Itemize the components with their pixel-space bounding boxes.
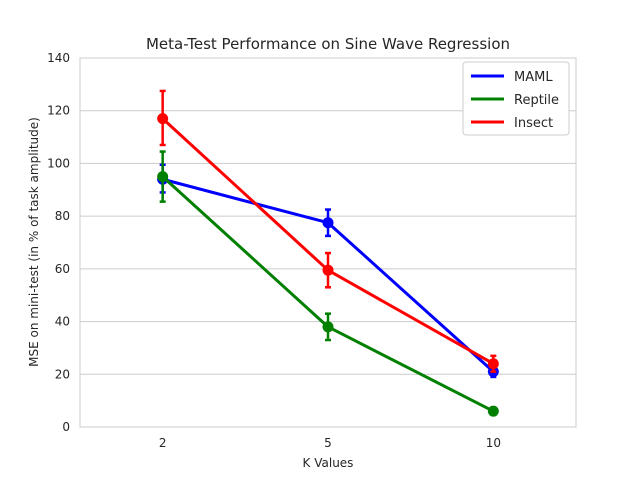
legend-label: Insect [514,116,553,131]
data-point [157,113,169,125]
legend-label: MAML [514,70,553,85]
data-point [157,171,169,183]
legend-box [462,61,570,136]
x-tick-label: 10 [486,436,501,450]
data-point [322,217,334,229]
series-layer [157,89,499,417]
y-axis-ticks: 0 20 40 60 80 100 120 140 [47,51,70,434]
x-tick-label: 5 [324,436,332,450]
data-point [322,321,334,333]
x-tick-label: 2 [159,436,167,450]
y-axis-label: MSE on mini-test (in % of task amplitude… [27,117,41,367]
y-tick-label: 120 [47,104,70,118]
data-point [487,358,499,370]
legend-label: Reptile [514,93,559,108]
series-reptile [157,150,499,417]
legend: MAML Reptile Insect [462,61,570,136]
y-tick-label: 0 [62,420,70,434]
plot-frame [79,57,577,428]
chart-title: Meta-Test Performance on Sine Wave Regre… [146,35,510,53]
y-tick-label: 100 [47,156,70,170]
data-point [487,405,499,417]
x-axis-label: K Values [303,456,354,470]
y-tick-label: 40 [55,315,70,329]
y-tick-label: 60 [55,262,70,276]
series-insect [157,89,499,373]
y-tick-label: 140 [47,51,70,65]
x-axis-ticks: 2 5 10 [159,436,501,450]
y-tick-label: 20 [55,367,70,381]
y-tick-label: 80 [55,209,70,223]
data-point [322,264,334,276]
